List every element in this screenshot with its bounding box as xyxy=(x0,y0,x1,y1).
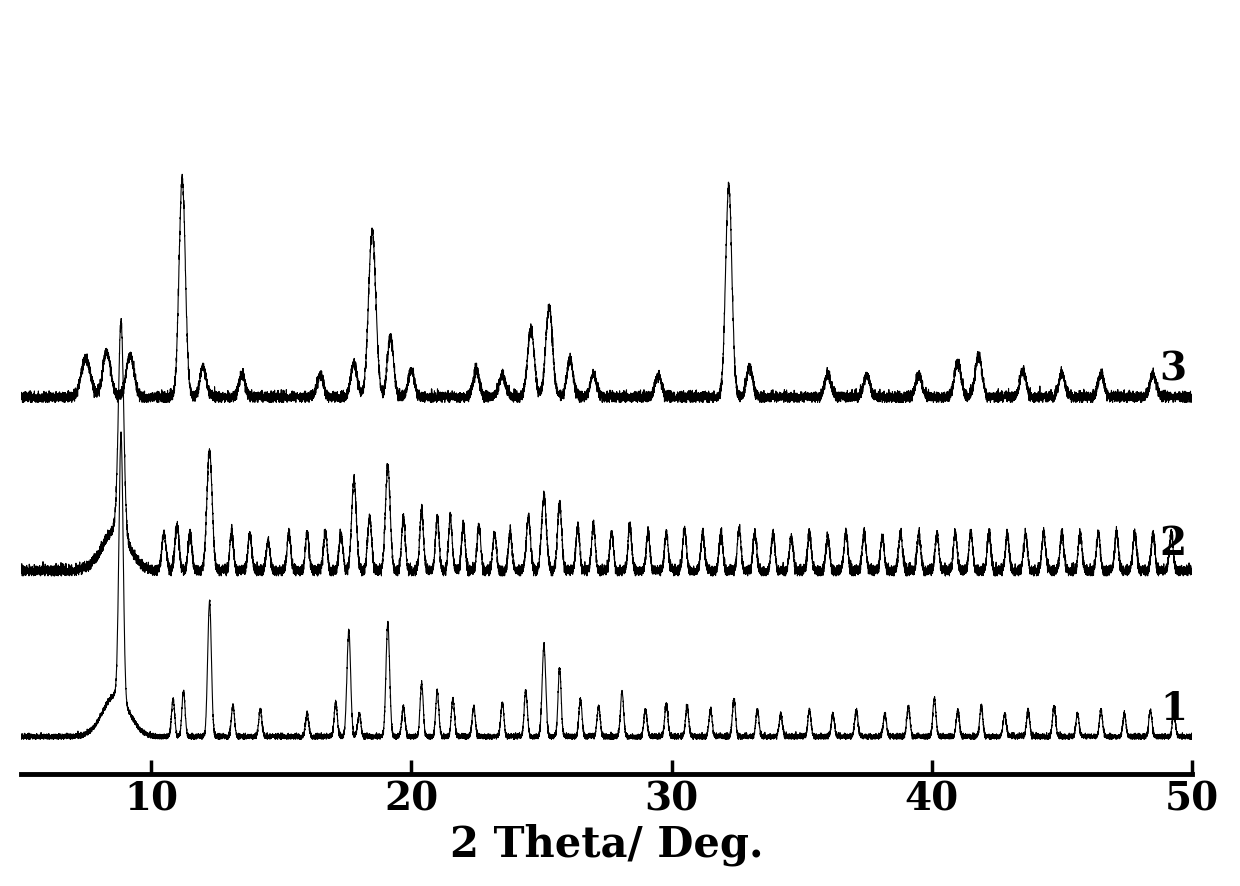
Text: 2: 2 xyxy=(1159,524,1187,562)
Text: 1: 1 xyxy=(1159,689,1187,727)
X-axis label: 2 Theta/ Deg.: 2 Theta/ Deg. xyxy=(450,823,763,866)
Text: 3: 3 xyxy=(1159,351,1187,389)
